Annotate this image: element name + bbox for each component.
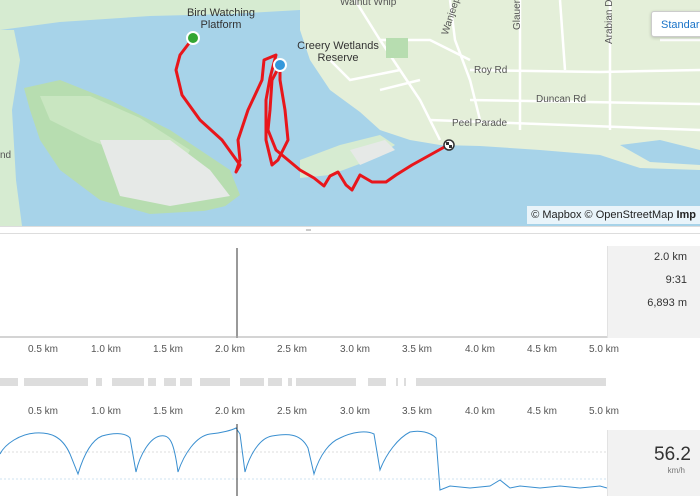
hover-stats-panel: 2.0 km 9:31 6,893 m [607, 246, 700, 338]
attribution-osm[interactable]: © OpenStreetMap [584, 209, 674, 221]
axis-tick-label: 0.5 km [27, 406, 59, 417]
hover-metric: 6,893 m [647, 297, 687, 309]
map-label-bird-watching-line2: Platform [200, 19, 242, 31]
map-label-peel: Peel Parade [452, 118, 508, 129]
axis-tick-label: 1.0 km [90, 406, 122, 417]
distance-axis-bottom: 0.5 km 1.0 km 1.5 km 2.0 km 2.5 km 3.0 km 3.5 … [0, 406, 620, 420]
segment [404, 378, 406, 386]
axis-tick-label: 1.5 km [152, 406, 184, 417]
speed-chart[interactable] [0, 424, 607, 496]
map-label-bird-watching-line1: Bird Watching [186, 7, 256, 19]
axis-tick-label: 5.0 km [588, 406, 620, 417]
speed-panel: 56.2 km/h [607, 430, 700, 496]
segment [164, 378, 176, 386]
axis-tick-label: 4.5 km [526, 406, 558, 417]
axis-tick-label: 1.0 km [90, 344, 122, 355]
speed-value: 56.2 [654, 444, 691, 465]
segment [200, 378, 230, 386]
map-label-walnut-whip: Walnut Whip [340, 0, 397, 8]
segment [396, 378, 398, 386]
map-label-creery-line2: Reserve [317, 52, 359, 64]
map-attribution: © Mapbox © OpenStreetMap Imp [527, 206, 700, 224]
axis-tick-label: 3.5 km [401, 344, 433, 355]
map-label-duncan: Duncan Rd [536, 94, 587, 105]
route-map[interactable]: Walnut Whip Bird Watching Platform Creer… [0, 0, 700, 226]
segment [240, 378, 264, 386]
map-label-creery-wetlands: Creery Wetlands Reserve [292, 40, 384, 64]
segment [268, 378, 282, 386]
axis-tick-label: 4.0 km [464, 344, 496, 355]
axis-tick-label: 2.0 km [214, 344, 246, 355]
map-label-arabian: Arabian Dr [604, 0, 615, 44]
segment [288, 378, 292, 386]
speed-unit: km/h [667, 466, 685, 475]
elevation-chart[interactable] [0, 234, 607, 338]
segment [368, 378, 386, 386]
map-label-land: nd [0, 150, 12, 161]
segment [96, 378, 102, 386]
axis-tick-label: 4.0 km [464, 406, 496, 417]
axis-tick-label: 3.0 km [339, 344, 371, 355]
segment [0, 378, 18, 386]
axis-tick-label: 2.0 km [214, 406, 246, 417]
hover-time: 9:31 [665, 274, 687, 286]
axis-tick-label: 0.5 km [27, 344, 59, 355]
segment [416, 378, 606, 386]
resize-handle[interactable]: ═ [0, 226, 700, 234]
axis-tick-label: 2.5 km [276, 406, 308, 417]
segment-bar[interactable] [0, 378, 607, 388]
axis-tick-label: 2.5 km [276, 344, 308, 355]
map-label-glauert: Glauert Rd [512, 0, 523, 30]
map-canvas [0, 0, 700, 226]
segment [24, 378, 88, 386]
speed-series-line [0, 427, 607, 491]
map-label-bird-watching: Bird Watching Platform [186, 7, 256, 31]
map-label-roy: Roy Rd [474, 65, 508, 76]
segment [112, 378, 144, 386]
hover-distance: 2.0 km [653, 251, 687, 263]
attribution-mapbox[interactable]: © Mapbox [531, 209, 582, 221]
grip-icon: ═ [306, 227, 311, 234]
segment [180, 378, 192, 386]
segment [296, 378, 356, 386]
axis-tick-label: 1.5 km [152, 344, 184, 355]
map-label-creery-line1: Creery Wetlands [297, 40, 379, 52]
map-style-button[interactable]: Standard [651, 11, 700, 37]
attribution-improve[interactable]: Imp [676, 209, 696, 221]
segment [148, 378, 156, 386]
axis-tick-label: 3.0 km [339, 406, 371, 417]
axis-tick-label: 3.5 km [401, 406, 433, 417]
axis-tick-label: 4.5 km [526, 344, 558, 355]
axis-tick-label: 5.0 km [588, 344, 620, 355]
distance-axis-top: 0.5 km 1.0 km 1.5 km 2.0 km 2.5 km 3.0 km 3.5 … [0, 344, 620, 358]
